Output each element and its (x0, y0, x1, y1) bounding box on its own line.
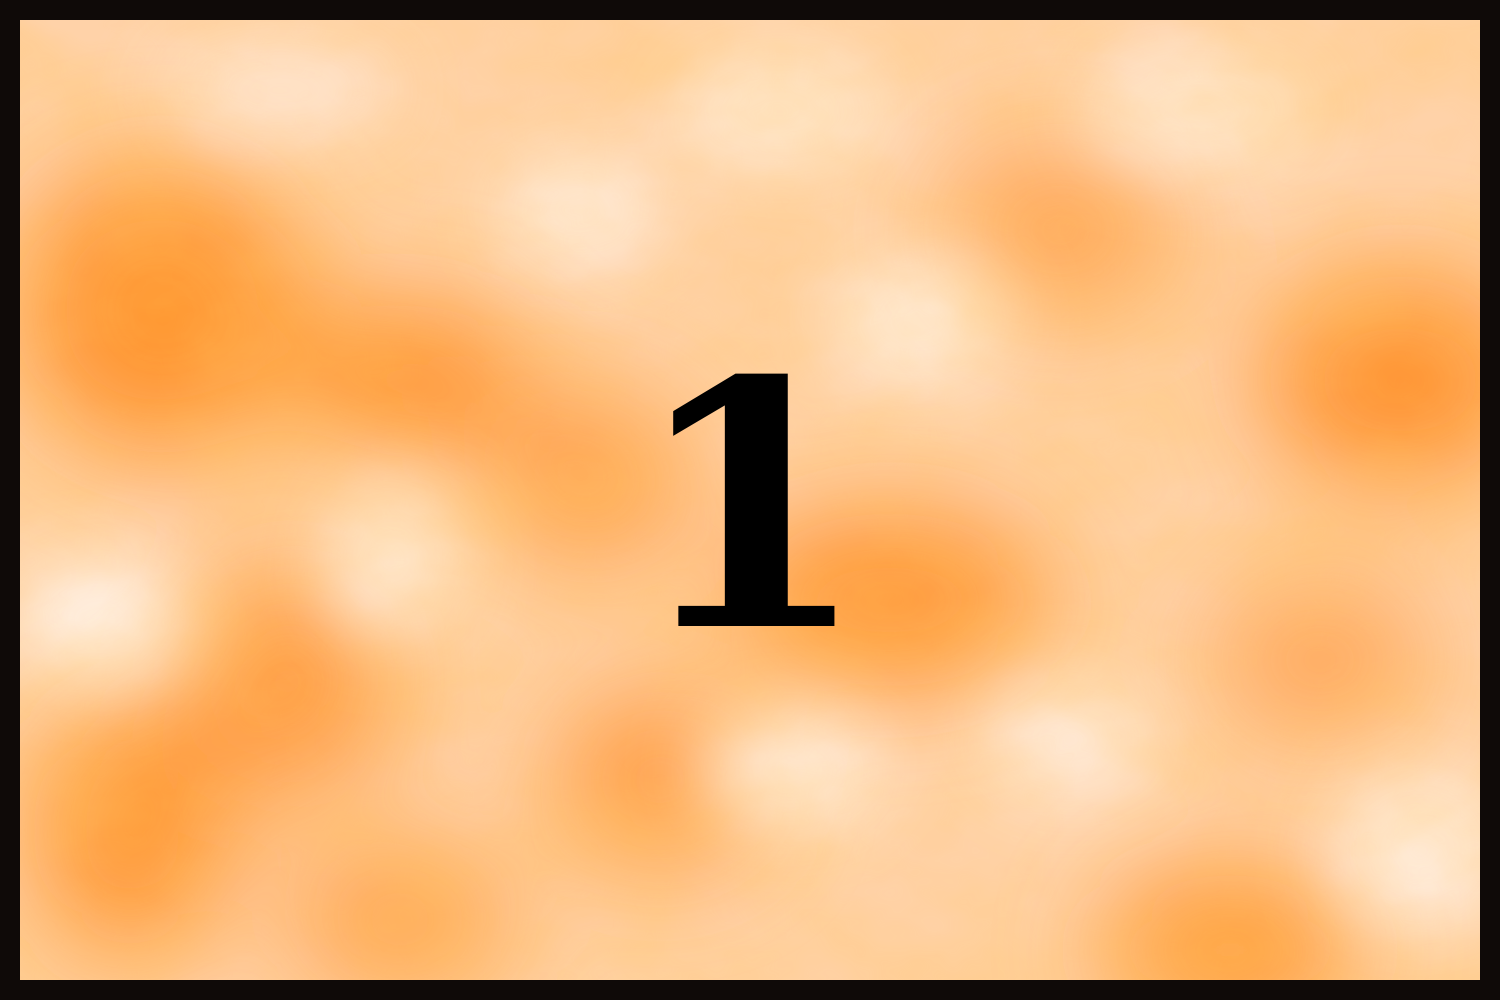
card-panel: 1 (20, 20, 1480, 980)
orange-cloud-texture (20, 20, 1480, 980)
card-number: 1 (631, 308, 869, 707)
